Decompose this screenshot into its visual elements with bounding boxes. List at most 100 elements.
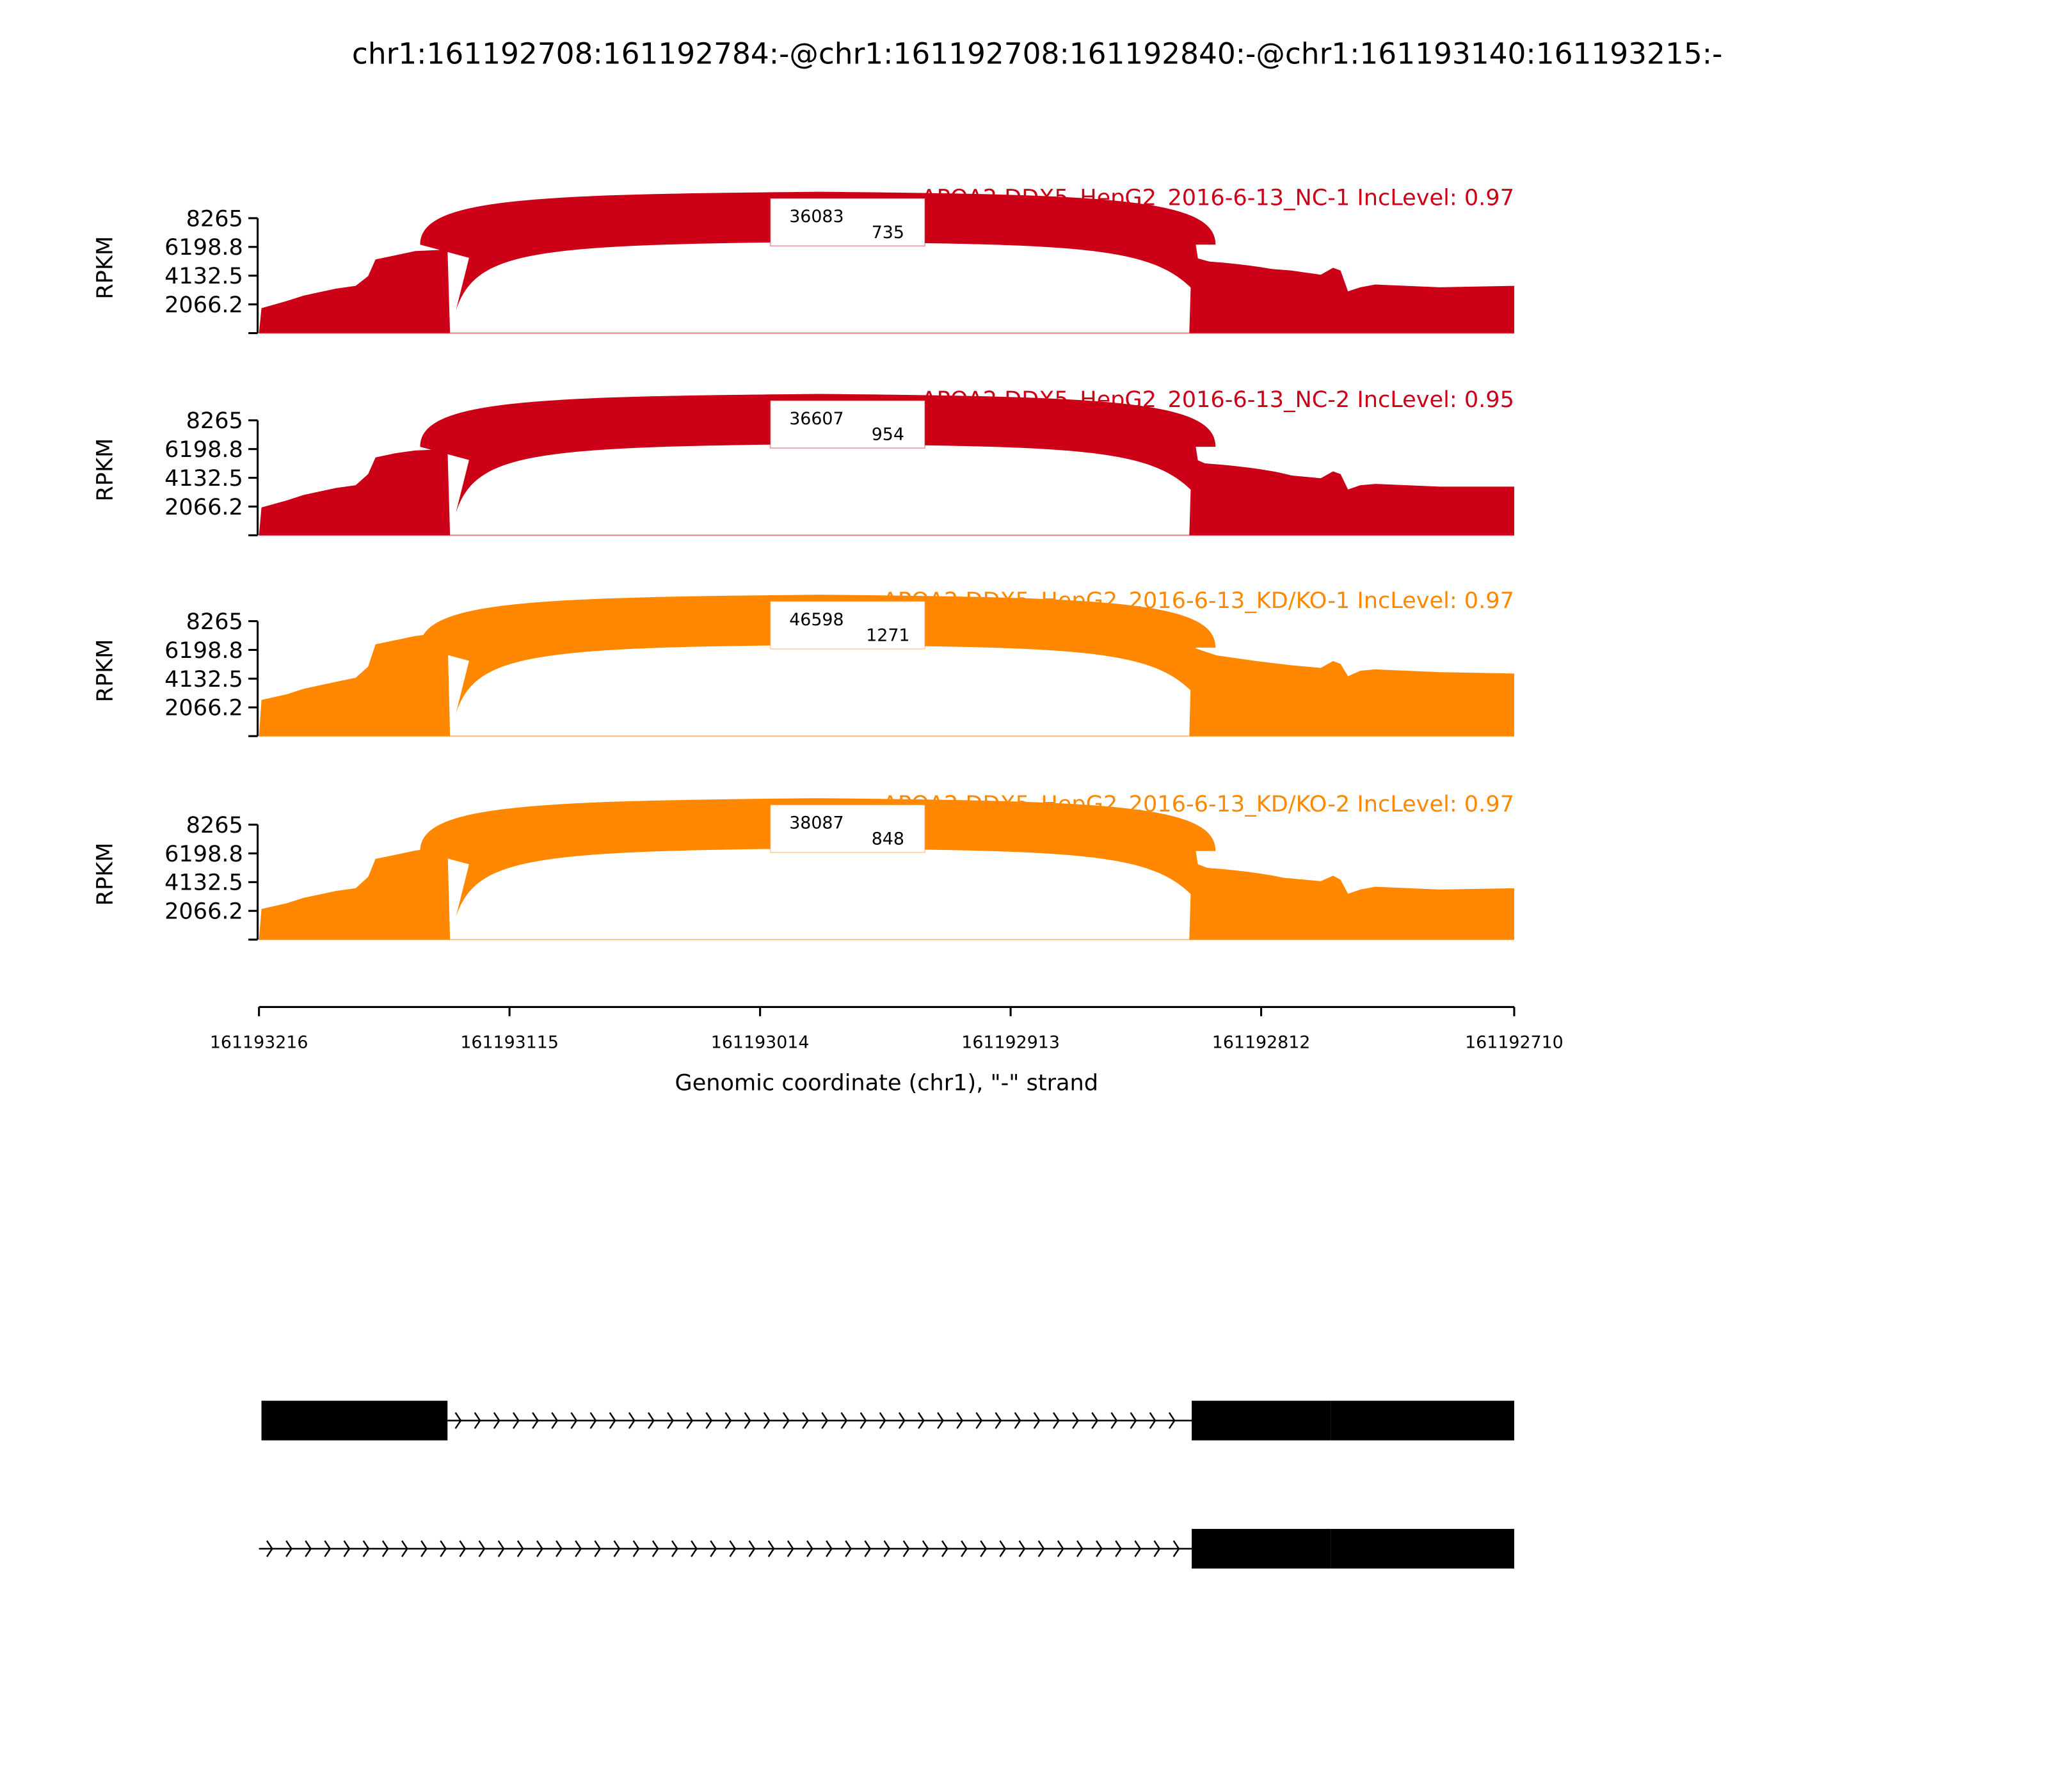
y-axis-label: RPKM bbox=[92, 843, 118, 906]
y-tick-label: 2066.2 bbox=[164, 292, 243, 318]
chevron-right-icon bbox=[763, 1412, 771, 1429]
chevron-right-icon bbox=[1072, 1412, 1079, 1429]
y-tick-label: 8265 bbox=[186, 812, 243, 838]
chevron-right-icon bbox=[1014, 1412, 1021, 1429]
chevron-right-icon bbox=[1076, 1540, 1084, 1557]
chevron-right-icon bbox=[570, 1412, 578, 1429]
figure-title: chr1:161192708:161192784:-@chr1:16119270… bbox=[352, 36, 1723, 70]
junction-count-label: 1271 bbox=[866, 626, 909, 646]
chevron-right-icon bbox=[705, 1412, 713, 1429]
exon bbox=[1331, 1400, 1514, 1441]
exon bbox=[1192, 1528, 1331, 1569]
junction-arc-inclusion bbox=[420, 191, 1216, 311]
chevron-right-icon bbox=[628, 1412, 636, 1429]
junction-count-label: 954 bbox=[872, 425, 904, 445]
gene-models bbox=[259, 1400, 1514, 1569]
y-tick-label: 2066.2 bbox=[164, 899, 243, 925]
chevron-right-icon bbox=[1115, 1540, 1123, 1557]
junction-count-label: 735 bbox=[872, 223, 904, 243]
chevron-right-icon bbox=[594, 1540, 602, 1557]
chevron-right-icon bbox=[845, 1540, 852, 1557]
chevron-right-icon bbox=[961, 1540, 968, 1557]
y-tick-label: 6198.8 bbox=[164, 234, 243, 260]
chevron-right-icon bbox=[1149, 1412, 1156, 1429]
chevron-right-icon bbox=[806, 1540, 813, 1557]
y-tick-label: 2066.2 bbox=[164, 494, 243, 520]
chevron-right-icon bbox=[556, 1540, 563, 1557]
chevron-right-icon bbox=[782, 1412, 790, 1429]
chevron-right-icon bbox=[497, 1540, 505, 1557]
junction-arc-skipping bbox=[1196, 867, 1335, 904]
y-axis-label: RPKM bbox=[92, 236, 118, 300]
chevron-right-icon bbox=[613, 1540, 621, 1557]
y-tick-label: 2066.2 bbox=[164, 695, 243, 721]
exon bbox=[261, 1400, 448, 1441]
coverage-area bbox=[259, 632, 1514, 737]
chevron-right-icon bbox=[826, 1540, 833, 1557]
chevron-right-icon bbox=[767, 1540, 775, 1557]
x-tick-label: 161192913 bbox=[961, 1032, 1060, 1052]
chevron-right-icon bbox=[1134, 1540, 1142, 1557]
chevron-right-icon bbox=[729, 1540, 737, 1557]
y-tick-label: 4132.5 bbox=[164, 666, 243, 692]
chevron-right-icon bbox=[474, 1412, 481, 1429]
chevron-right-icon bbox=[941, 1540, 948, 1557]
chevron-right-icon bbox=[956, 1412, 964, 1429]
chevron-right-icon bbox=[513, 1412, 520, 1429]
x-axis: 161193216 161193115 161193014 161192913 1611… bbox=[210, 1005, 1564, 1052]
gene-model-1 bbox=[261, 1400, 1514, 1441]
chevron-right-icon bbox=[999, 1540, 1007, 1557]
x-tick-label: 161193216 bbox=[210, 1032, 308, 1052]
chevron-right-icon bbox=[917, 1412, 925, 1429]
chevron-right-icon bbox=[324, 1540, 332, 1557]
y-tick-label: 4132.5 bbox=[164, 465, 243, 492]
chevron-right-icon bbox=[744, 1412, 751, 1429]
y-tick-label: 6198.8 bbox=[164, 637, 243, 664]
y-tick-label: 6198.8 bbox=[164, 841, 243, 867]
chevron-right-icon bbox=[667, 1412, 674, 1429]
chevron-right-icon bbox=[995, 1412, 1002, 1429]
chevron-right-icon bbox=[589, 1412, 597, 1429]
chevron-right-icon bbox=[937, 1412, 944, 1429]
coverage-area bbox=[259, 846, 1514, 940]
y-tick-label: 4132.5 bbox=[164, 263, 243, 289]
chevron-right-icon bbox=[1091, 1412, 1099, 1429]
chevron-right-icon bbox=[802, 1412, 809, 1429]
chevron-right-icon bbox=[1057, 1540, 1064, 1557]
junction-count-label: 46598 bbox=[789, 610, 844, 630]
junction-arc-skipping bbox=[1196, 462, 1335, 500]
chevron-right-icon bbox=[879, 1412, 886, 1429]
chevron-right-icon bbox=[401, 1540, 408, 1557]
junction-count-label: 36083 bbox=[789, 207, 844, 227]
chevron-right-icon bbox=[516, 1540, 524, 1557]
chevron-right-icon bbox=[902, 1540, 910, 1557]
y-tick-label: 8265 bbox=[186, 609, 243, 635]
chevron-right-icon bbox=[1172, 1540, 1180, 1557]
chevron-right-icon bbox=[343, 1540, 351, 1557]
gene-model-2 bbox=[259, 1528, 1514, 1569]
chevron-right-icon bbox=[632, 1540, 640, 1557]
junction-arc-skipping bbox=[1196, 663, 1335, 701]
panel-3: APOA2 DDX5_HepG2_2016-6-13_KD/KO-1 IncLe… bbox=[92, 588, 1514, 737]
chevron-right-icon bbox=[724, 1412, 732, 1429]
chevron-right-icon bbox=[1018, 1540, 1026, 1557]
x-tick-label: 161193014 bbox=[711, 1032, 810, 1052]
chevron-right-icon bbox=[266, 1540, 273, 1557]
chevron-right-icon bbox=[686, 1412, 694, 1429]
chevron-right-icon bbox=[493, 1412, 500, 1429]
junction-label-box bbox=[769, 399, 925, 449]
chevron-right-icon bbox=[1033, 1412, 1041, 1429]
chevron-right-icon bbox=[532, 1412, 539, 1429]
chevron-right-icon bbox=[1153, 1540, 1161, 1557]
y-tick-label: 8265 bbox=[186, 205, 243, 232]
chevron-right-icon bbox=[975, 1412, 983, 1429]
junction-count-label: 38087 bbox=[789, 813, 844, 833]
chevron-right-icon bbox=[652, 1540, 659, 1557]
chevron-right-icon bbox=[536, 1540, 543, 1557]
junction-arc-inclusion bbox=[420, 798, 1216, 918]
chevron-right-icon bbox=[787, 1540, 794, 1557]
junction-arc-inclusion bbox=[420, 595, 1216, 714]
coverage-panels: APOA2 DDX5_HepG2_2016-6-13_NC-1 IncLevel… bbox=[92, 184, 1514, 941]
panel-4: APOA2 DDX5_HepG2_2016-6-13_KD/KO-2 IncLe… bbox=[92, 791, 1514, 941]
